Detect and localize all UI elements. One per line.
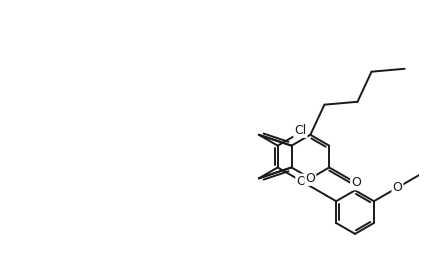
Text: Cl: Cl [294, 124, 306, 137]
Text: O: O [392, 181, 402, 194]
Text: O: O [296, 174, 306, 188]
Text: O: O [351, 176, 361, 189]
Text: O: O [306, 172, 315, 185]
